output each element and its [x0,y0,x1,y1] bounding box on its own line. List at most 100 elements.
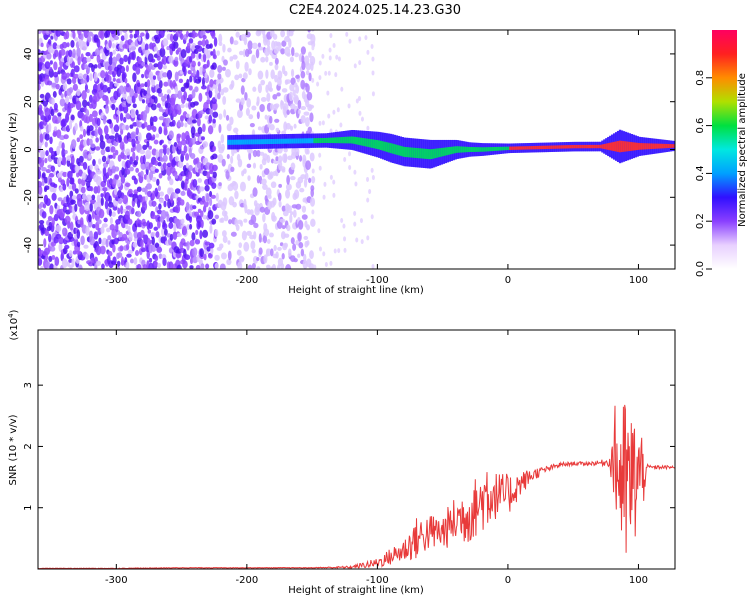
x-tick-label: -100 [366,575,389,586]
noise-blob [304,55,310,65]
noise-blob [108,154,114,159]
noise-blob [348,164,352,170]
noise-blob [189,223,193,230]
noise-blob [206,171,211,179]
noise-blob [166,69,173,80]
noise-blob [67,54,74,64]
noise-blob [128,30,133,34]
noise-blob [246,97,251,108]
signal-core [483,147,487,152]
noise-blob [243,198,247,209]
noise-blob [112,49,116,55]
signal-core [423,148,426,159]
noise-blob [83,30,90,39]
noise-blob [253,222,259,229]
noise-blob [38,104,43,112]
noise-blob [192,247,198,257]
signal-core [364,138,367,147]
noise-blob [121,124,127,131]
noise-blob [97,25,100,29]
noise-blob [133,178,138,185]
signal-core [524,146,528,150]
noise-blob [230,231,237,237]
noise-blob [200,219,204,229]
noise-blob [101,223,108,228]
noise-blob [180,86,186,92]
noise-blob [129,33,133,39]
snr-ylabel: SNR (10 * v/v) [8,414,19,485]
noise-blob [89,164,93,171]
noise-blob [114,149,119,156]
noise-blob [189,265,194,269]
noise-blob [187,170,192,180]
noise-blob [211,182,217,189]
noise-blob [252,21,258,29]
noise-blob [182,260,188,269]
noise-blob [129,156,133,165]
signal-core [458,146,461,153]
noise-blob [318,60,322,66]
noise-blob [209,43,213,49]
y-tick-label: 3 [23,382,34,388]
noise-blob [58,242,63,252]
noise-blob [91,194,96,201]
noise-blob [219,243,224,249]
noise-blob [71,182,77,192]
noise-blob [100,30,105,40]
noise-blob [258,247,263,255]
noise-blob [287,248,292,257]
signal-core [618,140,622,153]
x-tick-label: 0 [505,575,511,586]
noise-blob [38,30,43,34]
noise-blob [229,116,234,126]
noise-blob [155,133,160,138]
noise-blob [173,41,179,49]
noise-blob [280,100,285,106]
signal-core [519,146,522,150]
colorbar-tick-label: 0.0 [695,261,706,277]
noise-blob [136,82,141,88]
noise-blob [137,56,142,65]
noise-blob [293,189,300,199]
signal-core [227,139,230,145]
noise-blob [183,90,188,101]
noise-blob [177,90,183,100]
noise-blob [348,38,352,44]
noise-blob [51,82,57,88]
noise-blob [288,38,292,49]
noise-blob [122,194,129,205]
noise-blob [212,145,217,152]
noise-blob [54,256,60,267]
signal-core [515,146,518,150]
signal-core [231,139,234,145]
signal-core [503,146,506,151]
noise-blob [143,121,148,128]
noise-blob [125,112,130,119]
signal-core [229,139,232,145]
noise-blob [148,257,153,263]
noise-blob [92,224,96,229]
noise-blob [208,89,213,99]
snr-panel: -300 -200 -100 0 100 1 2 3 Height of straight l… [7,309,676,596]
noise-blob [318,75,322,81]
noise-blob [118,134,122,143]
noise-blob [261,178,267,186]
noise-blob [265,69,269,79]
noise-blob [114,166,120,172]
noise-blob [157,185,161,192]
signal-core [663,143,667,149]
signal-core [317,138,320,144]
noise-blob [107,86,111,94]
noise-blob [135,30,140,38]
noise-blob [232,54,238,60]
noise-blob [154,255,159,262]
noise-blob [256,149,261,157]
noise-blob [119,65,126,74]
noise-blob [41,167,47,172]
noise-blob [192,68,196,77]
noise-blob [65,30,70,40]
noise-blob [46,80,53,86]
noise-blob [98,208,105,219]
noise-blob [309,197,316,207]
noise-blob [152,75,157,80]
